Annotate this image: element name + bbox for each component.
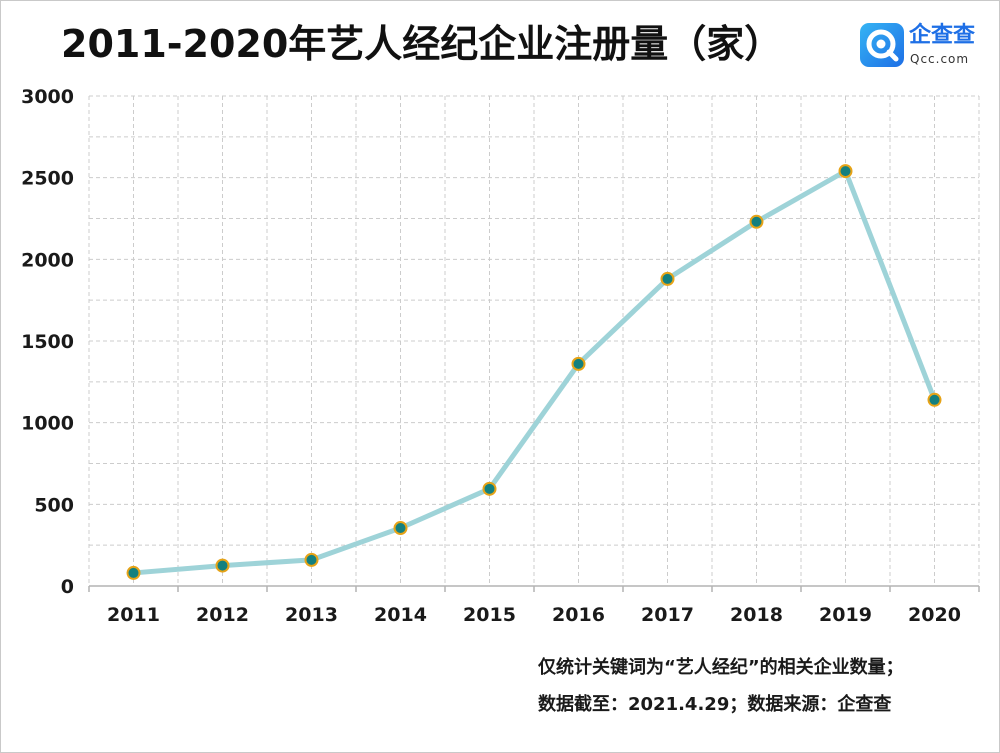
x-tick-label: 2015 (463, 604, 516, 626)
data-point-2019 (838, 164, 853, 179)
data-point-2017 (660, 271, 675, 286)
grid (88, 95, 980, 586)
data-point-2016 (571, 356, 586, 371)
logo-domain: Qcc.com (910, 52, 970, 66)
x-tick-label: 2019 (819, 604, 872, 626)
data-point-2018 (749, 214, 764, 229)
x-tick-label: 2017 (641, 604, 694, 626)
x-tick-label: 2016 (552, 604, 605, 626)
x-tick-label: 2012 (196, 604, 249, 626)
data-point-2014 (393, 521, 408, 536)
qcc-search-logo-icon (860, 23, 904, 67)
y-tick-label: 500 (34, 494, 74, 516)
footnote-source: 数据截至：2021.4.29；数据来源：企查查 (538, 694, 892, 715)
y-tick-label: 1000 (21, 413, 74, 435)
x-tick-label: 2020 (908, 604, 961, 626)
y-tick-label: 2000 (21, 249, 74, 271)
footnote-scope: 仅统计关键词为“艺人经纪”的相关企业数量； (538, 657, 904, 678)
y-tick-label: 3000 (21, 86, 74, 108)
y-tick-label: 2500 (21, 168, 74, 190)
x-tick-label: 2013 (285, 604, 338, 626)
data-point-2012 (215, 558, 230, 573)
data-point-2013 (304, 552, 319, 567)
data-point-2015 (482, 481, 497, 496)
y-tick-label: 1500 (21, 331, 74, 353)
x-tick-label: 2018 (730, 604, 783, 626)
brand-logo: 企查查 Qcc.com (859, 22, 991, 70)
data-point-2020 (927, 392, 942, 407)
chart-title: 2011-2020年艺人经纪企业注册量（家） (61, 22, 783, 66)
x-tick-label: 2011 (107, 604, 160, 626)
y-tick-label: 0 (61, 576, 74, 598)
series-line (131, 168, 937, 576)
data-point-2011 (126, 565, 141, 580)
x-tick-label: 2014 (374, 604, 427, 626)
logo-name: 企查查 (909, 23, 976, 48)
